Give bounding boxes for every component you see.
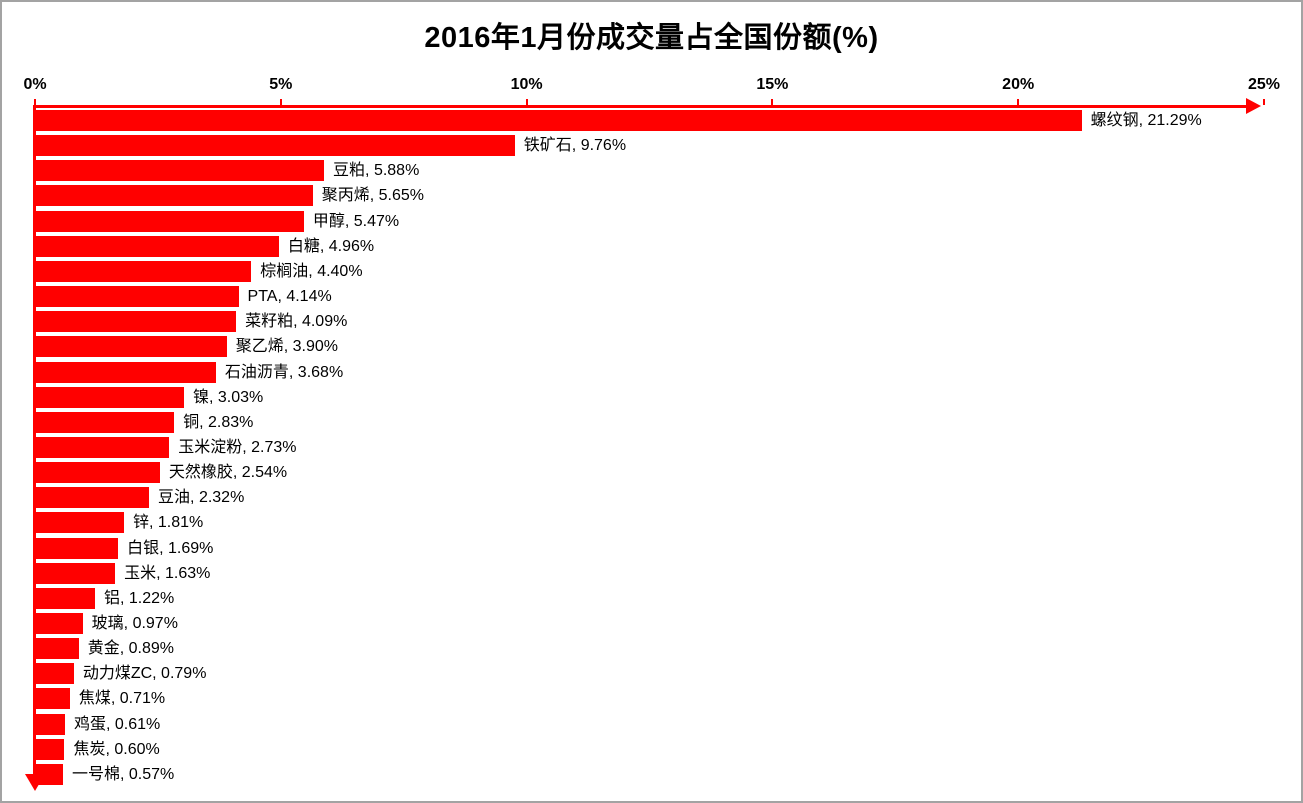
bar — [35, 210, 304, 232]
bar-label: 一号棉, 0.57% — [72, 765, 175, 783]
bar — [35, 160, 325, 182]
bar — [35, 562, 116, 584]
bar — [35, 587, 95, 609]
bar — [35, 638, 79, 660]
chart-title: 2016年1月份成交量占全国份额(%) — [424, 22, 879, 54]
x-axis-tick-label: 15% — [756, 76, 789, 93]
bar — [35, 386, 184, 408]
x-axis-tick-mark — [1017, 99, 1020, 105]
x-axis-tick-mark — [525, 99, 528, 105]
bar — [35, 235, 279, 257]
bar — [35, 185, 313, 207]
y-axis-line — [33, 105, 36, 775]
bar-label: 聚乙烯, 3.90% — [235, 338, 338, 356]
bar — [35, 763, 64, 785]
bar-label: 焦炭, 0.60% — [73, 740, 160, 758]
bar-label: 焦煤, 0.71% — [78, 690, 166, 708]
bar-label: 石油沥青, 3.68% — [224, 363, 344, 381]
bar-label: 黄金, 0.89% — [87, 640, 175, 658]
bar-label: 玻璃, 0.97% — [91, 615, 178, 632]
bar — [35, 487, 150, 509]
bar-label: 玉米淀粉, 2.73% — [178, 438, 297, 456]
bar — [35, 260, 252, 282]
bar-label: PTA, 4.14% — [247, 288, 332, 306]
bar — [35, 713, 65, 735]
bar-label: 菜籽粕, 4.09% — [245, 313, 348, 331]
bar — [35, 336, 227, 358]
bar — [35, 613, 83, 634]
bar-label: 豆粕, 5.88% — [333, 162, 420, 180]
bar — [35, 311, 237, 333]
x-axis-tick-label: 20% — [1002, 76, 1035, 93]
bar-label: 白银, 1.69% — [127, 539, 214, 557]
bar — [35, 688, 70, 710]
bar — [35, 411, 175, 433]
bar — [35, 286, 239, 308]
bar-label: 棕榈油, 4.40% — [260, 262, 363, 280]
bar — [35, 462, 160, 484]
bar — [35, 663, 74, 685]
x-axis-tick-mark — [1263, 99, 1265, 105]
bar — [35, 135, 515, 157]
bar — [35, 110, 1082, 131]
bar-label: 铜, 2.83% — [183, 413, 254, 431]
x-axis-tick-mark — [34, 99, 36, 105]
bar-label: 螺纹钢, 21.29% — [1090, 112, 1202, 129]
bar — [35, 738, 65, 760]
bar — [35, 512, 124, 534]
bar-label: 动力煤ZC, 0.79% — [82, 665, 207, 683]
bar-label: 铁矿石, 9.76% — [523, 137, 627, 155]
x-axis-line — [33, 105, 1248, 108]
bar-label: 锌, 1.81% — [132, 514, 204, 532]
bar-label: 天然橡胶, 2.54% — [168, 464, 288, 482]
bar — [35, 436, 170, 458]
x-axis-tick-label: 5% — [269, 76, 293, 93]
bar-label: 甲醇, 5.47% — [312, 212, 400, 230]
bar — [35, 537, 119, 559]
x-axis-arrow-icon — [1246, 98, 1261, 114]
x-axis-tick-mark — [771, 99, 774, 105]
bar-label: 铝, 1.22% — [103, 589, 175, 607]
bar-label: 玉米, 1.63% — [124, 564, 211, 582]
bar-label: 豆油, 2.32% — [158, 489, 245, 507]
x-axis-tick-mark — [279, 99, 282, 105]
bar-label: 鸡蛋, 0.61% — [73, 715, 161, 733]
bar-label: 聚丙烯, 5.65% — [321, 187, 425, 205]
bar-label: 镍, 3.03% — [192, 388, 264, 406]
bar-label: 白糖, 4.96% — [287, 237, 375, 255]
x-axis-tick-label: 0% — [23, 76, 47, 93]
x-axis-tick-label: 25% — [1247, 76, 1281, 93]
x-axis-tick-label: 10% — [510, 76, 543, 93]
bar — [35, 361, 216, 383]
